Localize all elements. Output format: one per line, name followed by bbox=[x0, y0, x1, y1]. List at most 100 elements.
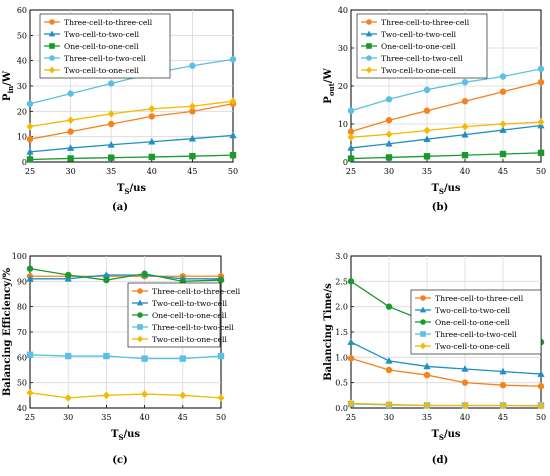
data-point bbox=[67, 116, 74, 124]
series-line bbox=[29, 354, 222, 360]
legend-entry: Three-cell-to-two-cell bbox=[381, 54, 463, 63]
legend-entry: Two-cell-to-two-cell bbox=[152, 299, 228, 308]
data-point bbox=[102, 271, 110, 278]
x-tick-label: 30 bbox=[66, 167, 76, 176]
y-tick-label: 20 bbox=[17, 107, 27, 116]
data-point bbox=[141, 270, 148, 277]
legend-swatch-marker bbox=[366, 43, 372, 49]
legend-swatch-marker bbox=[137, 288, 143, 294]
data-point bbox=[103, 352, 110, 360]
data-point bbox=[423, 362, 431, 370]
series-1 bbox=[26, 100, 237, 143]
data-point bbox=[148, 153, 155, 161]
legend-entry: Two-cell-to-one-cell bbox=[64, 66, 139, 75]
data-point bbox=[461, 122, 469, 131]
data-point bbox=[179, 355, 186, 362]
data-point bbox=[189, 102, 196, 111]
y-tick-label: 0.5 bbox=[335, 379, 348, 388]
y-tick-label: 90 bbox=[17, 277, 27, 286]
data-point bbox=[188, 134, 196, 142]
x-tick-label: 45 bbox=[498, 413, 508, 422]
x-tick-label: 40 bbox=[147, 167, 157, 176]
legend-entry: Three-cell-to-three-cell bbox=[435, 294, 524, 303]
data-point bbox=[103, 276, 110, 284]
data-point bbox=[229, 97, 237, 105]
y-tick-label: 60 bbox=[17, 6, 27, 15]
y-tick-label: 20 bbox=[338, 82, 348, 91]
y-tick-label: 80 bbox=[17, 303, 27, 312]
data-point bbox=[217, 394, 225, 402]
data-point bbox=[423, 86, 431, 94]
data-point bbox=[189, 62, 196, 69]
y-tick-label: 60 bbox=[17, 353, 27, 362]
x-axis-title: TS/us bbox=[111, 429, 140, 442]
chart-panel-1: 0 10 20 30 40 50 60 25 30 35 40 45 50 TS/us Pin/W Three… bbox=[2, 6, 238, 213]
series-line bbox=[350, 81, 542, 133]
y-axis-title: Balancing Time/s bbox=[323, 283, 334, 381]
data-point bbox=[108, 154, 115, 161]
x-tick-label: 45 bbox=[178, 413, 188, 422]
series-4 bbox=[26, 351, 225, 362]
x-tick-label: 40 bbox=[460, 413, 470, 422]
series-5 bbox=[26, 389, 225, 402]
data-point bbox=[148, 137, 156, 145]
legend-entry: Three-cell-to-three-cell bbox=[64, 18, 153, 27]
series-line bbox=[350, 152, 542, 160]
x-tick-label: 30 bbox=[63, 413, 73, 422]
x-tick-label: 25 bbox=[346, 167, 356, 176]
data-point bbox=[385, 154, 393, 161]
x-tick-label: 35 bbox=[422, 413, 432, 422]
data-point bbox=[499, 150, 507, 158]
y-tick-label: 100 bbox=[12, 252, 27, 261]
legend-entry: One-cell-to-one-cell bbox=[381, 42, 456, 51]
data-point bbox=[67, 155, 74, 162]
data-point bbox=[26, 389, 34, 397]
legend-entry: Three-cell-to-three-cell bbox=[381, 18, 470, 27]
x-tick-label: 30 bbox=[384, 167, 394, 176]
data-point bbox=[67, 90, 74, 97]
legend-swatch-marker bbox=[420, 319, 426, 325]
data-point bbox=[26, 265, 34, 272]
legend-entry: Two-cell-to-one-cell bbox=[381, 66, 456, 75]
data-point bbox=[347, 355, 355, 362]
x-axis-title: TS/us bbox=[431, 183, 460, 196]
series-5 bbox=[347, 399, 545, 410]
legend-entry: Three-cell-to-two-cell bbox=[435, 330, 517, 339]
data-point bbox=[423, 126, 431, 135]
data-point bbox=[347, 155, 355, 162]
x-tick-label: 50 bbox=[536, 167, 546, 176]
data-point bbox=[64, 394, 72, 402]
series-3 bbox=[26, 151, 237, 163]
data-point bbox=[103, 391, 110, 400]
y-tick-label: 1.5 bbox=[335, 328, 348, 337]
data-point bbox=[385, 117, 393, 124]
data-point bbox=[189, 108, 196, 115]
data-point bbox=[141, 355, 148, 362]
legend-swatch-marker bbox=[49, 19, 55, 25]
series-line bbox=[29, 58, 234, 105]
legend-swatch-marker bbox=[137, 324, 143, 330]
legend-swatch-marker bbox=[420, 331, 426, 337]
data-point bbox=[64, 275, 72, 282]
y-tick-label: 40 bbox=[338, 6, 348, 15]
series-4 bbox=[347, 65, 545, 114]
x-tick-label: 30 bbox=[384, 413, 394, 422]
data-point bbox=[499, 367, 507, 375]
legend-entry: Three-cell-to-two-cell bbox=[64, 54, 146, 63]
data-point bbox=[217, 352, 225, 360]
data-point bbox=[107, 110, 115, 118]
data-point bbox=[26, 100, 34, 107]
x-tick-label: 50 bbox=[536, 413, 546, 422]
legend-entry: Two-cell-to-one-cell bbox=[435, 342, 510, 351]
data-point bbox=[461, 379, 469, 386]
y-tick-label: 30 bbox=[338, 44, 348, 53]
data-point bbox=[499, 73, 507, 80]
legend-swatch-marker bbox=[366, 66, 372, 74]
x-tick-label: 40 bbox=[140, 413, 150, 422]
legend: Three-cell-to-three-cell Two-cell-to-two-… bbox=[410, 289, 542, 355]
y-tick-label: 40 bbox=[17, 57, 27, 66]
data-point bbox=[385, 357, 393, 364]
legend-entry: Two-cell-to-two-cell bbox=[381, 30, 457, 39]
series-1 bbox=[347, 355, 545, 390]
